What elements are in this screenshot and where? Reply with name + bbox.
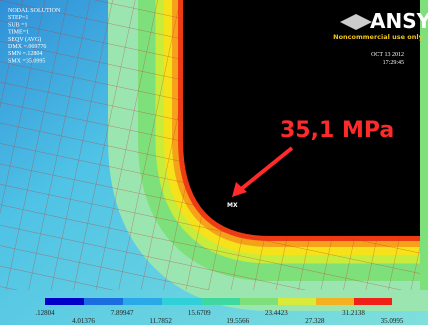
edge-strip bbox=[420, 0, 428, 290]
legend-label: 23.4423 bbox=[265, 309, 288, 317]
legend-label: 35.0995 bbox=[381, 317, 404, 325]
date: OCT 13 2012 bbox=[371, 52, 404, 58]
info-line: TIME=1 bbox=[8, 30, 29, 36]
info-line: SMX =35.0995 bbox=[8, 58, 45, 64]
max-marker: MX bbox=[227, 202, 238, 209]
info-line: SUB =1 bbox=[8, 22, 28, 28]
legend-label: 27.328 bbox=[305, 317, 325, 325]
legend-label: .12804 bbox=[35, 309, 55, 317]
info-line: SEQV (AVG) bbox=[8, 36, 41, 43]
annotation: 35,1 MPa bbox=[280, 118, 394, 143]
legend-label: 19.5566 bbox=[226, 317, 249, 325]
info-line: NODAL SOLUTION bbox=[8, 8, 61, 14]
legend-label: 15.6709 bbox=[188, 309, 211, 317]
ansys-plot: NODAL SOLUTIONSTEP=1SUB =1 TIME=1SEQV (AV… bbox=[0, 0, 428, 325]
legend-label: 11.7852 bbox=[149, 317, 172, 325]
info-line: SMN =.12804 bbox=[8, 51, 42, 57]
info-line: DMX =.069776 bbox=[8, 44, 46, 50]
logo-note: Noncommercial use only bbox=[333, 33, 423, 41]
legend-label: 4.01376 bbox=[72, 317, 95, 325]
logo-brand: ANSYS bbox=[370, 9, 428, 33]
legend-bar bbox=[45, 298, 392, 305]
info-line: STEP=1 bbox=[8, 15, 28, 21]
legend-label: 7.89947 bbox=[111, 309, 134, 317]
time: 17:29:45 bbox=[383, 60, 404, 66]
legend-label: 31.2138 bbox=[342, 309, 365, 317]
